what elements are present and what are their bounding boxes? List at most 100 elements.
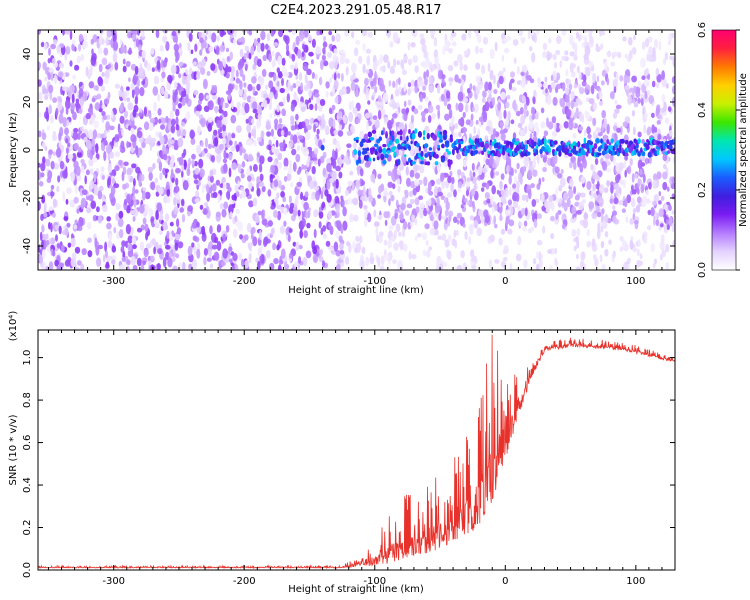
heatmap-cell [645,157,649,165]
heatmap-cell [156,263,161,270]
heatmap-cell [524,125,528,134]
heatmap-cell [535,111,539,120]
heatmap-cell [632,247,638,253]
heatmap-cell [615,174,620,184]
heatmap-cell [237,38,243,43]
heatmap-cell [423,176,428,187]
heatmap-cell [606,180,610,187]
heatmap-cell [542,225,546,234]
heatmap-cell [367,131,373,138]
heatmap-cell [120,46,126,53]
heatmap-cell [398,122,405,131]
heatmap-cell [287,234,291,243]
heatmap-cell [449,159,453,165]
heatmap-cell [583,30,589,33]
heatmap-cell [553,121,557,131]
heatmap-cell [252,63,257,71]
heatmap-cell [106,30,112,38]
heatmap-cell [270,165,276,174]
heatmap-cell [571,206,577,215]
heatmap-cell [205,137,208,148]
heatmap-cell [223,149,227,160]
heatmap-cell [482,36,489,45]
heatmap-cell [582,218,589,229]
heatmap-cell [126,193,132,203]
heatmap-cell [422,136,426,141]
heatmap-cell [286,172,292,182]
heatmap-cell [499,213,503,222]
heatmap-cell [489,69,494,81]
heatmap-cell [390,194,395,202]
heatmap-cell [584,109,588,118]
heatmap-cell [626,167,629,173]
heatmap-cell [591,212,598,220]
heatmap-cell [533,218,538,228]
heatmap-cell [175,116,179,127]
heatmap-cell [652,47,656,57]
heatmap-cell [583,137,587,144]
heatmap-cell [235,208,240,215]
heatmap-cell [328,107,333,114]
heatmap-cell [484,101,490,112]
colorbar-label: Normalized spectral amplitude [738,73,749,227]
heatmap-cell [302,218,306,228]
heatmap-cell [632,98,636,104]
heatmap-cell [67,142,71,148]
heatmap-cell [259,182,265,187]
heatmap-cell [543,130,549,137]
heatmap-cell [70,237,76,248]
heatmap-cell [121,171,125,182]
heatmap-cell [456,54,463,63]
heatmap-cell [101,175,105,180]
heatmap-cell [275,139,279,148]
heatmap-cell [373,209,377,218]
chart-title: C2E4.2023.291.05.48.R17 [270,3,441,18]
heatmap-cell [421,44,427,53]
heatmap-cell [399,243,404,251]
heatmap-cell [610,61,616,67]
heatmap-cell [363,204,368,210]
heatmap-cell [187,245,193,256]
heatmap-cell [136,257,142,267]
heatmap-cell [215,45,220,56]
heatmap-cell [232,228,238,238]
heatmap-cell [377,257,381,268]
heatmap-cell [200,67,206,76]
x-tick-label: -300 [102,276,125,287]
heatmap-cell [102,254,106,263]
heatmap-cell [277,71,283,79]
heatmap-cell [612,78,618,89]
heatmap-cell [168,133,172,139]
heatmap-cell [560,169,564,174]
heatmap-cell [593,192,597,199]
heatmap-cell [45,233,49,240]
heatmap-cell [515,110,521,117]
heatmap-cell [520,207,526,216]
heatmap-cell [216,226,220,233]
heatmap-cell [333,129,338,136]
heatmap-cell [104,70,110,80]
heatmap-cell [666,218,669,226]
heatmap-cell [181,164,185,172]
heatmap-cell [297,49,302,59]
heatmap-cell [314,73,318,80]
heatmap-cell [176,191,181,200]
heatmap-cell [671,176,675,184]
heatmap-cell [396,60,400,66]
heatmap-cell [470,139,475,146]
heatmap-cell [180,121,186,127]
heatmap-cell [594,200,598,206]
heatmap-cell [370,173,376,183]
heatmap-cell [338,235,343,243]
heatmap-cell [624,152,629,157]
heatmap-cell [463,50,469,55]
heatmap-cell [250,45,255,56]
heatmap-cell [613,86,617,93]
heatmap-cell [450,182,454,193]
heatmap-cell [428,246,432,251]
heatmap-cell [378,231,384,237]
heatmap-cell [200,117,206,128]
heatmap-cell [322,225,327,232]
heatmap-cell [479,47,484,54]
heatmap-cell [264,236,269,246]
